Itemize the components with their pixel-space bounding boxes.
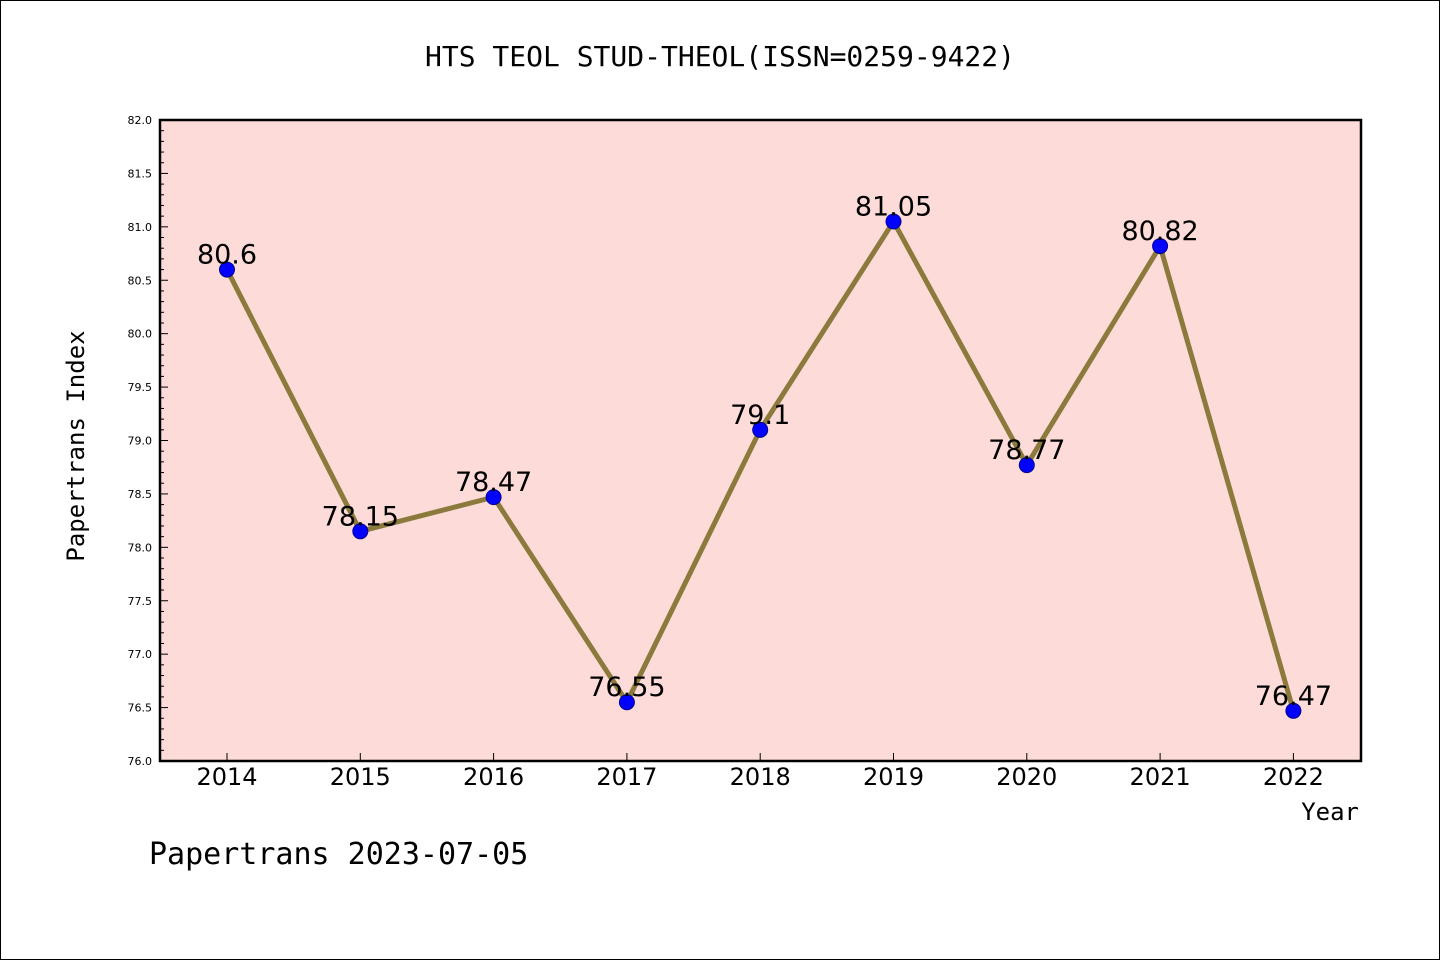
- chart-title: HTS TEOL STUD-THEOL(ISSN=0259-9422): [425, 40, 1015, 73]
- data-point: [1152, 238, 1169, 255]
- y-axis-ticks: 76.0 76.5 77.0 77.5 78.0 78.5 79.0 79.5 80.0 80.5…: [128, 114, 168, 768]
- footer-source-date: Papertrans 2023-07-05: [149, 837, 528, 872]
- x-tick-label: 2017: [596, 763, 657, 791]
- y-tick-label: 76.5: [128, 702, 153, 715]
- y-tick-label: 82.0: [128, 114, 153, 127]
- y-tick-label: 81.5: [128, 167, 153, 180]
- data-label: 80.82: [1121, 216, 1198, 247]
- x-tick-label: 2016: [463, 763, 524, 791]
- data-point: [618, 694, 635, 711]
- x-tick-label: 2019: [863, 763, 924, 791]
- x-tick-label: 2021: [1130, 763, 1191, 791]
- x-tick-label: 2018: [730, 763, 791, 791]
- y-tick-label: 78.5: [128, 488, 153, 501]
- x-tick-label: 2014: [196, 763, 257, 791]
- data-label: 76.47: [1255, 681, 1332, 712]
- data-point: [752, 421, 769, 438]
- data-label: 79.1: [730, 400, 790, 431]
- x-tick-label: 2022: [1263, 763, 1324, 791]
- data-point: [1285, 702, 1302, 719]
- y-tick-label: 81.0: [128, 221, 153, 234]
- y-axis-label: Papertrans Index: [62, 330, 90, 561]
- y-tick-label: 76.0: [128, 755, 153, 768]
- y-tick-label: 77.5: [128, 595, 153, 608]
- y-tick-label: 78.0: [128, 541, 153, 554]
- y-tick-label: 80.5: [128, 274, 153, 287]
- y-tick-label: 77.0: [128, 648, 153, 661]
- y-tick-label: 79.5: [128, 381, 153, 394]
- x-axis-label: Year: [1301, 798, 1359, 826]
- data-label: 81.05: [855, 191, 932, 222]
- y-tick-label: 79.0: [128, 435, 153, 448]
- plot-area: [158, 118, 1363, 763]
- y-tick-label: 80.0: [128, 328, 153, 341]
- data-label: 78.15: [322, 501, 399, 532]
- data-point: [352, 523, 369, 540]
- data-labels: 80.6 78.15 78.47 76.55 79.1 81.05 78.77 80.82 76…: [197, 191, 1332, 711]
- data-label: 78.47: [455, 467, 532, 498]
- x-tick-label: 2020: [996, 763, 1057, 791]
- data-label: 80.6: [197, 240, 257, 271]
- data-point: [485, 489, 502, 506]
- data-point: [219, 261, 235, 278]
- x-axis-ticks: 2014 2015 2016 2017 2018 2019 2020 2021 2022: [196, 753, 1324, 791]
- data-point: [1018, 457, 1035, 474]
- data-label: 78.77: [988, 435, 1065, 466]
- x-tick-label: 2015: [330, 763, 391, 791]
- data-point: [885, 213, 902, 230]
- series-layer: [219, 213, 1302, 719]
- data-label: 76.55: [588, 672, 665, 703]
